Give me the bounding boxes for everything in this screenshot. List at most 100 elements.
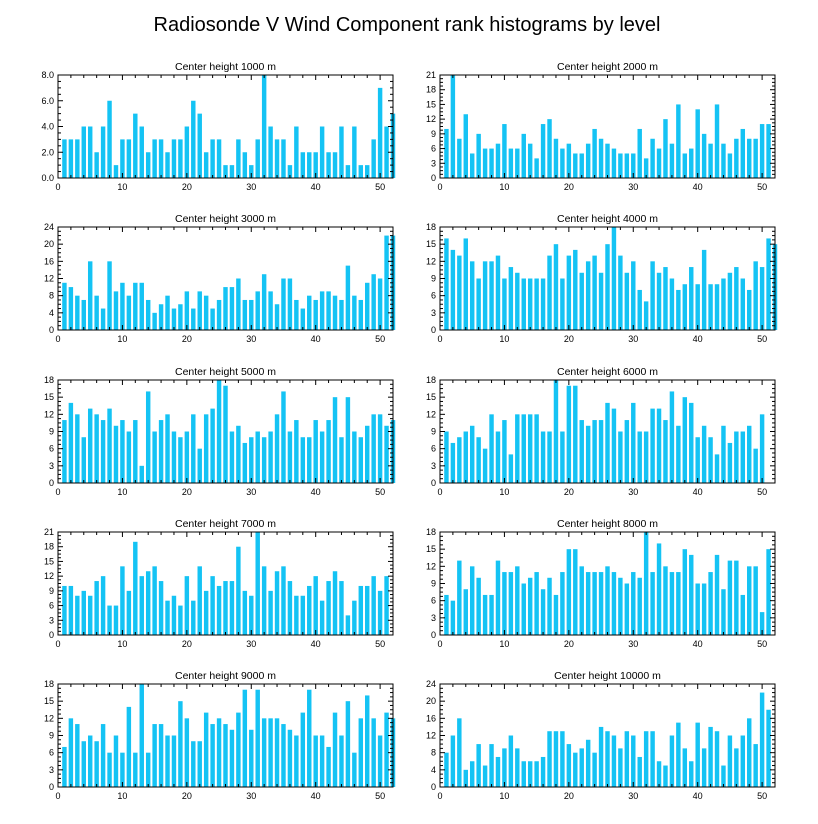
bar [345, 165, 351, 179]
bar [319, 431, 325, 483]
bar [714, 104, 720, 178]
bar [352, 295, 357, 330]
bar [339, 126, 344, 178]
bar [345, 397, 351, 483]
bar [527, 143, 533, 178]
bar [197, 741, 202, 787]
bar [540, 278, 546, 330]
x-tick-label: 20 [564, 182, 574, 192]
bar [759, 612, 765, 635]
bar [766, 709, 771, 787]
bar [463, 114, 468, 178]
bar [62, 282, 67, 330]
bar [313, 735, 318, 787]
bar [229, 287, 235, 330]
bar [326, 746, 331, 787]
bar [450, 735, 456, 787]
bar [113, 291, 119, 331]
y-tick-label: 4 [49, 308, 54, 318]
y-tick-label: 0 [49, 325, 54, 335]
bar [650, 261, 655, 330]
bar [100, 308, 106, 330]
panel-5: Center height 5000 m 0 10 20 30 40 50 0 3 6 9 12 15 1… [44, 366, 396, 497]
bar [145, 391, 151, 483]
x-tick-label: 0 [55, 182, 60, 192]
y-tick-label: 3 [431, 308, 436, 318]
y-tick-label: 0 [431, 173, 436, 183]
bar [643, 158, 649, 178]
bar [618, 431, 623, 483]
bar [287, 278, 293, 330]
y-tick-label: 8 [49, 291, 54, 301]
bar [643, 731, 649, 787]
bar [721, 425, 726, 483]
bar [139, 465, 144, 483]
bar [249, 437, 254, 483]
bar [191, 600, 196, 635]
bar [178, 437, 183, 483]
bar [495, 756, 501, 787]
bar [191, 308, 196, 330]
bar [695, 109, 700, 178]
bar [753, 448, 758, 483]
y-tick-label: 9 [431, 274, 436, 284]
bar [714, 284, 720, 330]
bar [139, 282, 144, 330]
bar [120, 282, 125, 330]
bar [94, 295, 99, 330]
bar [242, 299, 248, 330]
bar [120, 420, 125, 483]
bar [242, 689, 248, 787]
bar [294, 420, 299, 483]
bar [81, 299, 86, 330]
bar [345, 615, 351, 635]
bar [307, 585, 312, 635]
bar [191, 100, 196, 178]
bar [721, 765, 726, 787]
bar [171, 308, 177, 330]
bar [476, 437, 481, 483]
bar [165, 735, 170, 787]
bar [178, 304, 183, 330]
bar [300, 712, 306, 787]
y-tick-label: 0.0 [41, 173, 54, 183]
bar [560, 148, 565, 178]
bar [75, 295, 80, 330]
y-tick-label: 0 [431, 630, 436, 640]
bar [107, 605, 112, 635]
bar [714, 454, 720, 483]
bar [450, 442, 456, 483]
bar [611, 735, 617, 787]
panel-3: Center height 3000 m 0 10 20 30 40 50 0 4 8 12 16 20… [44, 213, 396, 344]
y-tick-label: 0 [431, 325, 436, 335]
bar [94, 152, 99, 178]
bar [444, 752, 449, 787]
x-tick-label: 20 [564, 639, 574, 649]
bar [255, 139, 260, 179]
bar [476, 278, 481, 330]
bar [87, 595, 93, 635]
panel-title: Center height 4000 m [557, 213, 658, 225]
y-tick-label: 3 [49, 765, 54, 775]
bar [766, 238, 771, 330]
panel-1: Center height 1000 m 0 10 20 30 40 50 0.0 2.0 4.0… [41, 61, 396, 192]
panel-title: Center height 3000 m [175, 213, 276, 225]
bar [371, 414, 376, 483]
bar [87, 261, 93, 330]
panel-title: Center height 6000 m [557, 366, 658, 378]
bar [502, 124, 507, 178]
bar [281, 566, 286, 635]
bar [643, 301, 649, 330]
x-tick-label: 0 [55, 791, 60, 801]
y-tick-label: 21 [44, 527, 54, 537]
bar [261, 718, 267, 787]
bar [534, 572, 539, 635]
bar [319, 600, 325, 635]
bar [255, 689, 260, 787]
bar [747, 138, 752, 178]
bar [203, 414, 209, 483]
x-tick-label: 20 [564, 334, 574, 344]
y-tick-label: 6 [431, 291, 436, 301]
bar [139, 576, 144, 635]
bar [377, 590, 383, 635]
